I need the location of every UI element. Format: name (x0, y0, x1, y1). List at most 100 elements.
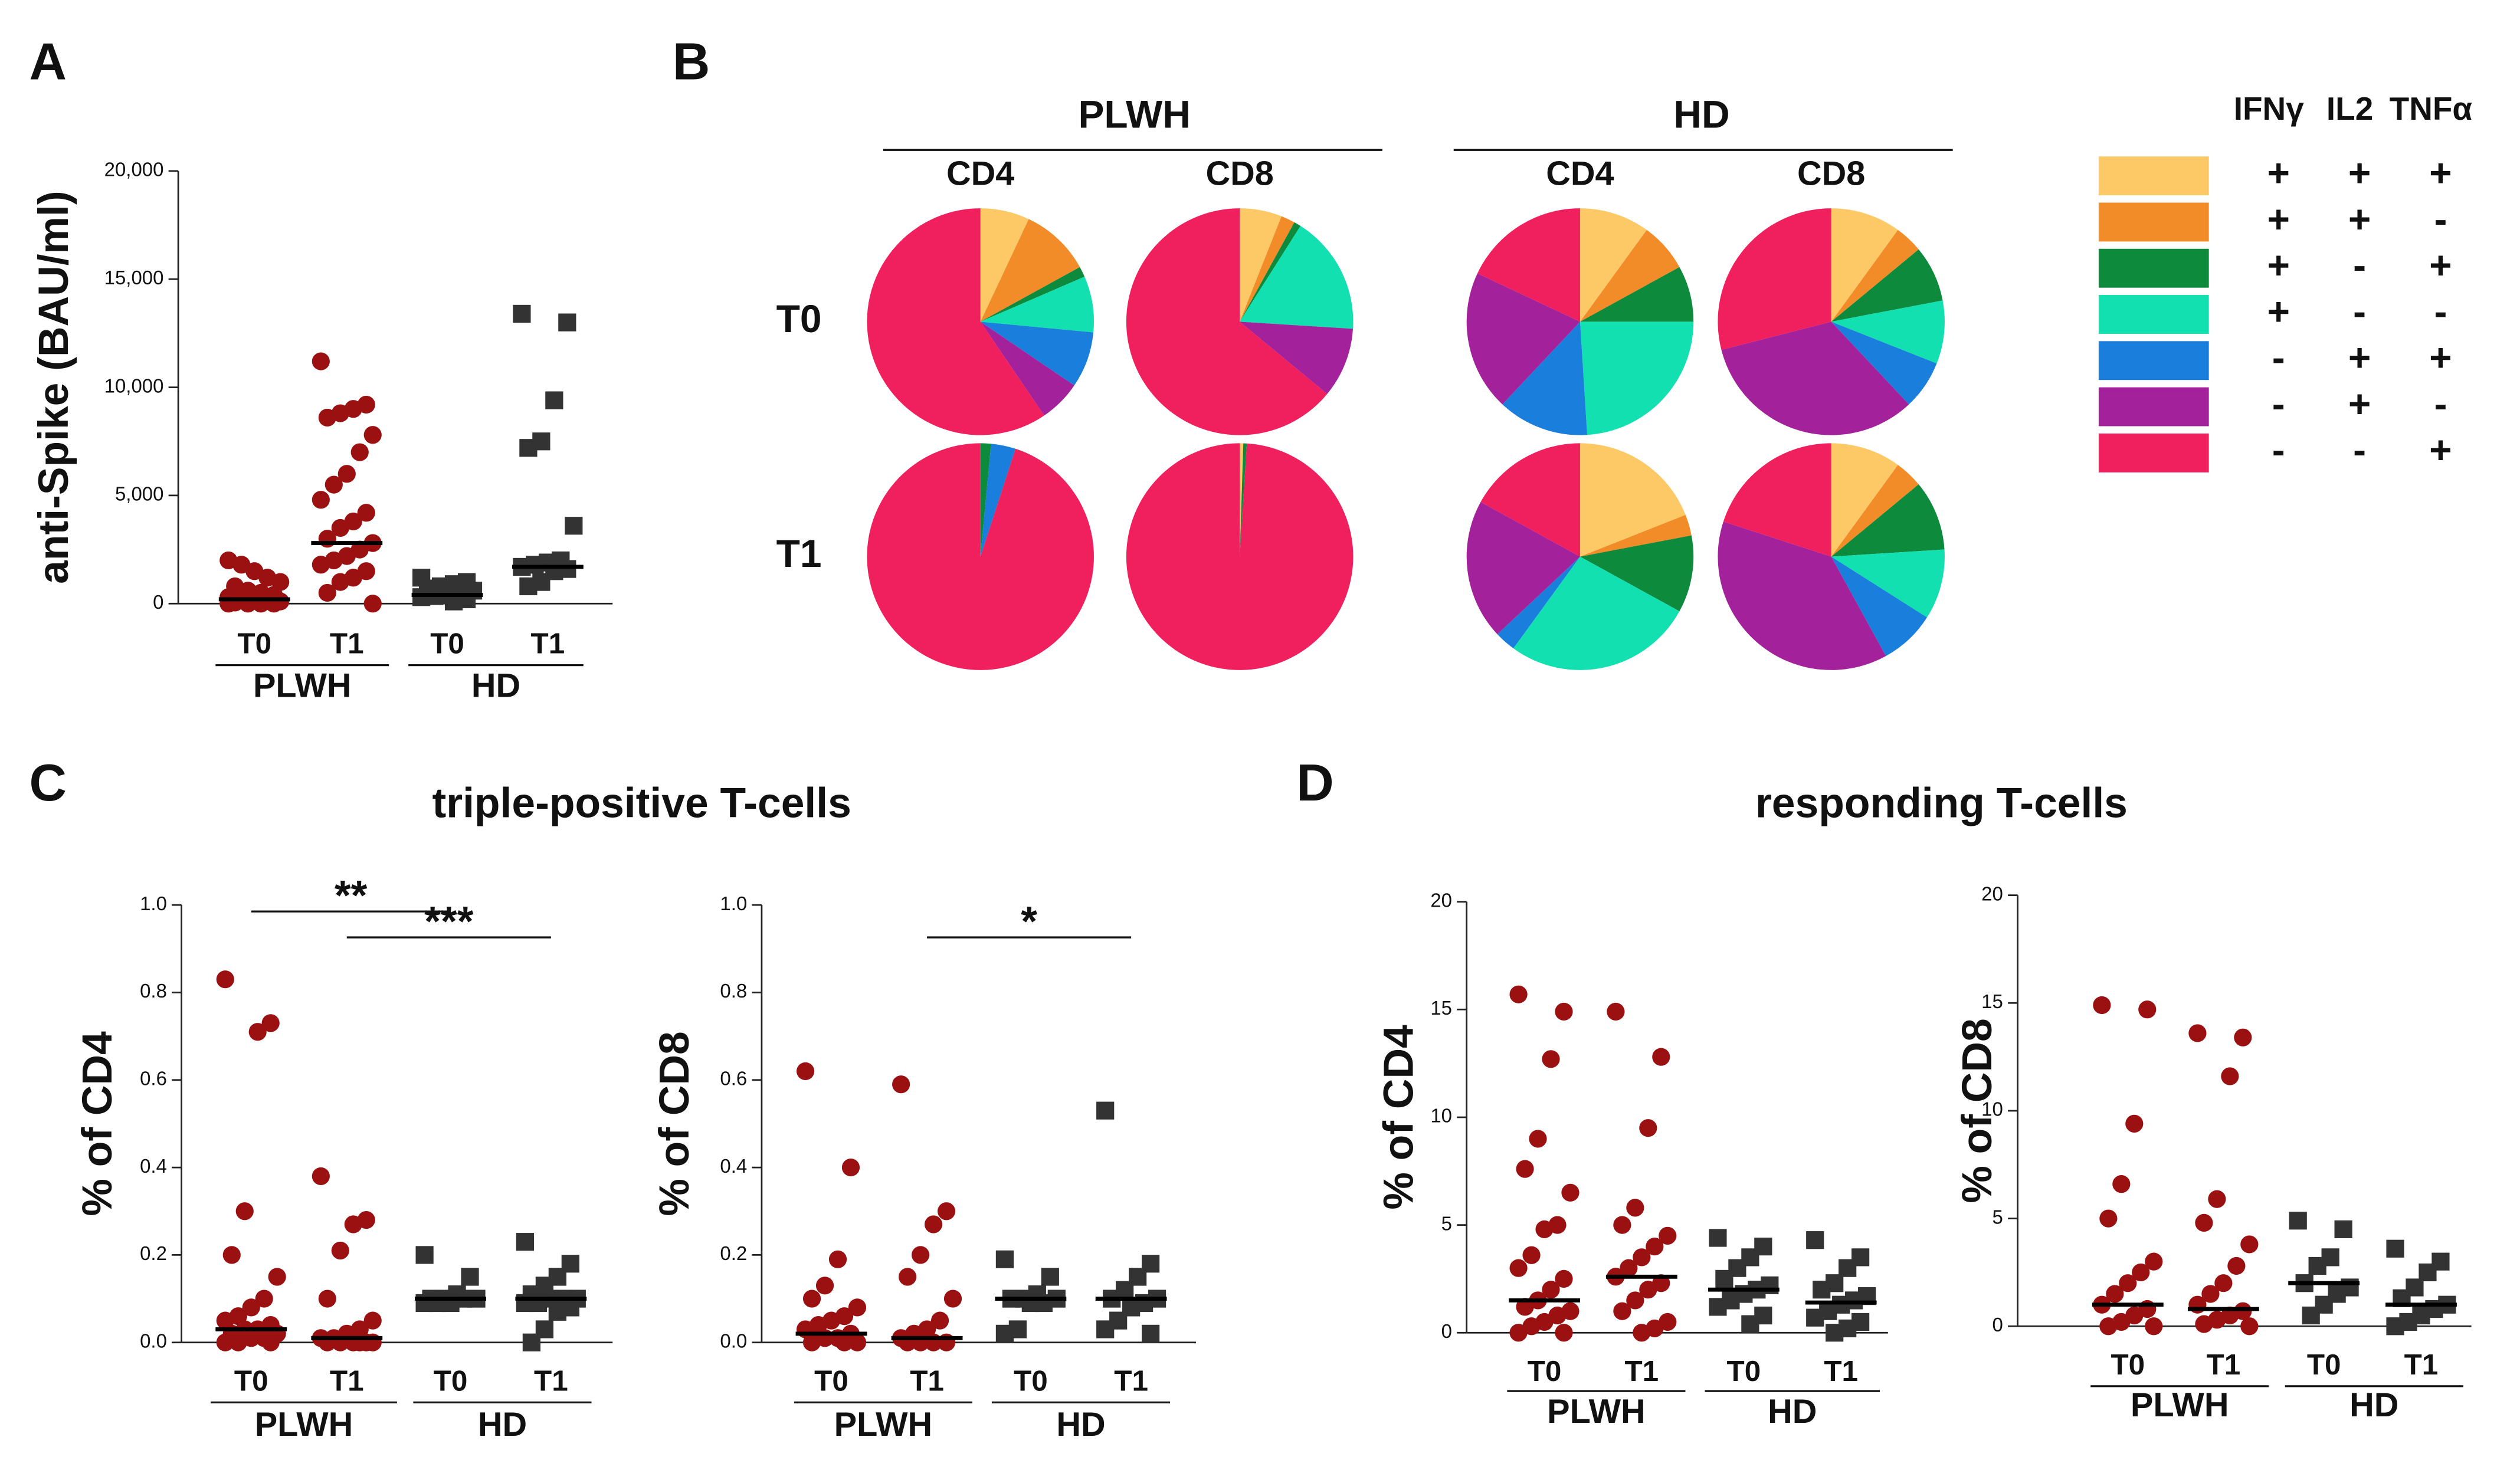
y-axis-label: % of CD8 (651, 1031, 698, 1216)
pie-slice (867, 208, 1044, 435)
row-label: T0 (776, 297, 822, 340)
significance-label: ** (335, 872, 368, 919)
pie-slice (1240, 443, 1244, 557)
x-tick-label: T0 (237, 628, 271, 660)
data-point (1826, 1324, 1844, 1342)
group-label: HD (1056, 1406, 1105, 1443)
data-point (1509, 1324, 1528, 1342)
data-point (216, 970, 234, 989)
y-tick-label: 20 (1430, 889, 1452, 911)
data-point (1141, 1324, 1160, 1343)
y-axis-label: % of CD4 (74, 1031, 121, 1216)
data-point (1659, 1226, 1677, 1245)
pie-slice (1126, 443, 1354, 670)
data-point (565, 517, 583, 535)
y-tick-label: 15 (1981, 990, 2003, 1012)
x-tick-label: T0 (2307, 1349, 2341, 1381)
legend-sign: - (2353, 289, 2366, 333)
pie-slice (1240, 226, 1354, 329)
data-point (1626, 1199, 1644, 1217)
pie-slice (980, 219, 1080, 322)
data-point (937, 1202, 956, 1221)
x-tick-label: T1 (1824, 1355, 1858, 1387)
data-point (1096, 1320, 1115, 1338)
x-tick-label: T1 (330, 1364, 364, 1397)
data-point (1652, 1048, 1670, 1066)
data-point (1626, 1291, 1644, 1310)
data-point (216, 1333, 234, 1351)
data-point (261, 1333, 280, 1351)
data-point (1516, 1160, 1534, 1178)
data-point (415, 1246, 434, 1264)
legend-sign: + (2348, 382, 2371, 425)
panel-label: D (1296, 753, 1333, 812)
data-point (1041, 1268, 1059, 1286)
data-point (312, 556, 330, 574)
data-point (892, 1075, 910, 1094)
data-point (1613, 1216, 1631, 1234)
pie-slice (1718, 521, 1886, 670)
y-tick-label: 1.0 (140, 893, 167, 914)
y-tick-label: 0 (153, 591, 163, 613)
data-point (2419, 1263, 2437, 1282)
data-point (412, 588, 431, 606)
row-label: T1 (776, 531, 822, 575)
data-point (1509, 1259, 1528, 1277)
data-point (261, 1014, 280, 1032)
pie-slice (1466, 273, 1580, 405)
pie-slice (1240, 443, 1247, 557)
y-tick-label: 0.0 (720, 1330, 747, 1351)
y-tick-label: 0.2 (720, 1242, 747, 1264)
data-point (2119, 1274, 2137, 1292)
pie-slice (1831, 300, 1945, 364)
data-point (2112, 1175, 2131, 1193)
data-point (2145, 1317, 2163, 1336)
data-point (2195, 1315, 2213, 1333)
data-point (2125, 1114, 2144, 1133)
data-point (522, 1333, 540, 1351)
data-point (363, 426, 382, 444)
data-point (2099, 1209, 2118, 1228)
y-tick-label: 20,000 (104, 159, 164, 181)
data-point (841, 1158, 860, 1177)
group-label: HD (478, 1406, 527, 1443)
panel-label: A (29, 32, 66, 91)
data-point (1607, 1002, 1625, 1021)
data-point (2386, 1317, 2404, 1336)
column-header: CD8 (1205, 155, 1273, 192)
legend-sign: + (2267, 151, 2290, 195)
pie-slice (980, 321, 1094, 386)
x-tick-label: T1 (1624, 1355, 1659, 1387)
data-point (312, 352, 330, 370)
x-tick-label: T1 (910, 1364, 944, 1397)
data-point (1509, 985, 1528, 1003)
group-label: HD (1768, 1393, 1817, 1431)
y-tick-label: 0.2 (140, 1242, 167, 1264)
data-point (796, 1062, 815, 1081)
data-point (899, 1268, 917, 1286)
x-tick-label: T0 (1727, 1355, 1761, 1387)
data-point (461, 1268, 479, 1286)
x-tick-label: T1 (1114, 1364, 1148, 1397)
data-point (802, 1290, 821, 1308)
data-point (930, 1311, 949, 1330)
data-point (1813, 1281, 1831, 1299)
significance-label: *** (424, 898, 474, 945)
pie-slice (980, 443, 991, 557)
x-tick-label: T1 (531, 628, 565, 660)
panel-label: C (29, 753, 66, 812)
pie-slice (1831, 484, 1945, 557)
data-point (513, 304, 531, 323)
data-point (2138, 1000, 2157, 1019)
x-tick-label: T0 (814, 1364, 848, 1397)
x-tick-label: T0 (1014, 1364, 1048, 1397)
pie-slice (980, 444, 1016, 557)
legend-header: TNFα (2390, 90, 2473, 127)
y-tick-label: 0.8 (140, 980, 167, 1002)
pie-slice (1579, 514, 1692, 557)
data-point (1633, 1248, 1651, 1267)
data-point (802, 1333, 821, 1351)
data-point (848, 1298, 867, 1317)
data-point (1646, 1238, 1664, 1256)
y-axis-label: anti-Spike (BAU/ml) (30, 191, 77, 584)
